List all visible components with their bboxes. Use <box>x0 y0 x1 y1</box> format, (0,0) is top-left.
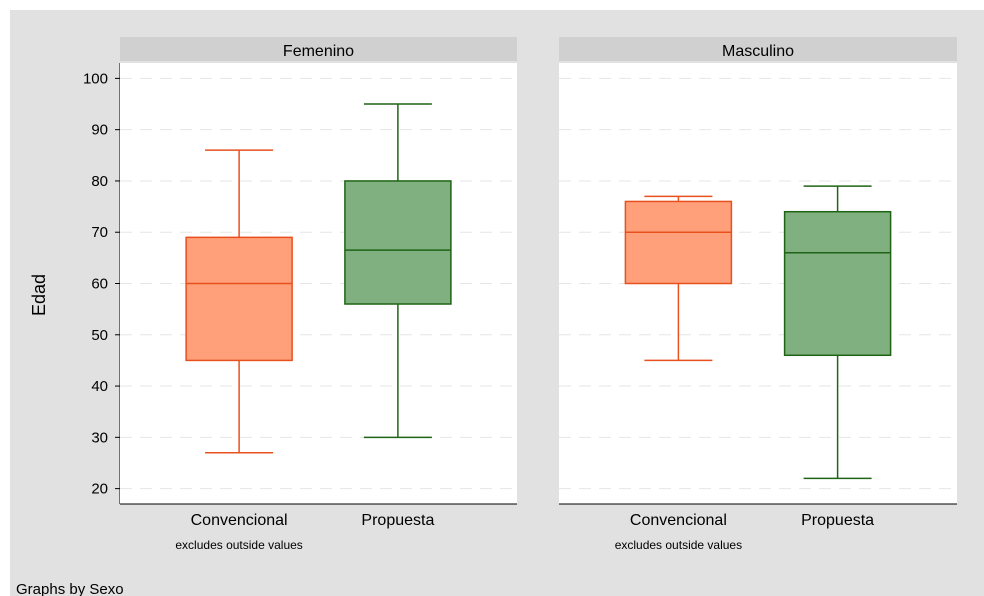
graphs-by-note: Graphs by Sexo <box>16 581 124 596</box>
y-tick-label: 40 <box>91 378 108 395</box>
plot-area <box>559 63 957 504</box>
box-convencional <box>185 149 293 454</box>
panel-title: Femenino <box>283 43 354 60</box>
panel-subtitle-note: excludes outside values <box>615 538 742 552</box>
y-tick-label: 50 <box>91 327 108 344</box>
y-tick-label: 100 <box>83 70 108 87</box>
iqr-box <box>783 210 892 357</box>
y-tick-label: 20 <box>91 481 108 498</box>
iqr-box <box>344 180 452 305</box>
panel-title-strip <box>559 37 957 61</box>
y-tick-label: 60 <box>91 276 108 293</box>
y-tick-label: 80 <box>91 173 108 190</box>
iqr-box <box>624 200 733 285</box>
iqr-box <box>185 236 293 362</box>
y-tick-label: 30 <box>91 429 108 446</box>
panel-title-strip <box>120 37 517 61</box>
x-category-label: Propuesta <box>801 512 874 529</box>
box-propuesta <box>344 103 452 439</box>
box-propuesta <box>783 185 892 480</box>
box-convencional <box>624 195 733 362</box>
y-tick-label: 90 <box>91 122 108 139</box>
plot-area <box>120 63 517 504</box>
y-axis-label: Edad <box>29 274 49 316</box>
panel-subtitle-note: excludes outside values <box>175 538 302 552</box>
y-tick-label: 70 <box>91 224 108 241</box>
x-category-label: Convencional <box>191 512 288 529</box>
x-category-label: Propuesta <box>361 512 434 529</box>
x-category-label: Convencional <box>630 512 727 529</box>
panels-group: 20 30 40 50 60 70 80 90 100 Femenino Convencional P… <box>83 37 957 552</box>
panel-title: Masculino <box>722 43 794 60</box>
